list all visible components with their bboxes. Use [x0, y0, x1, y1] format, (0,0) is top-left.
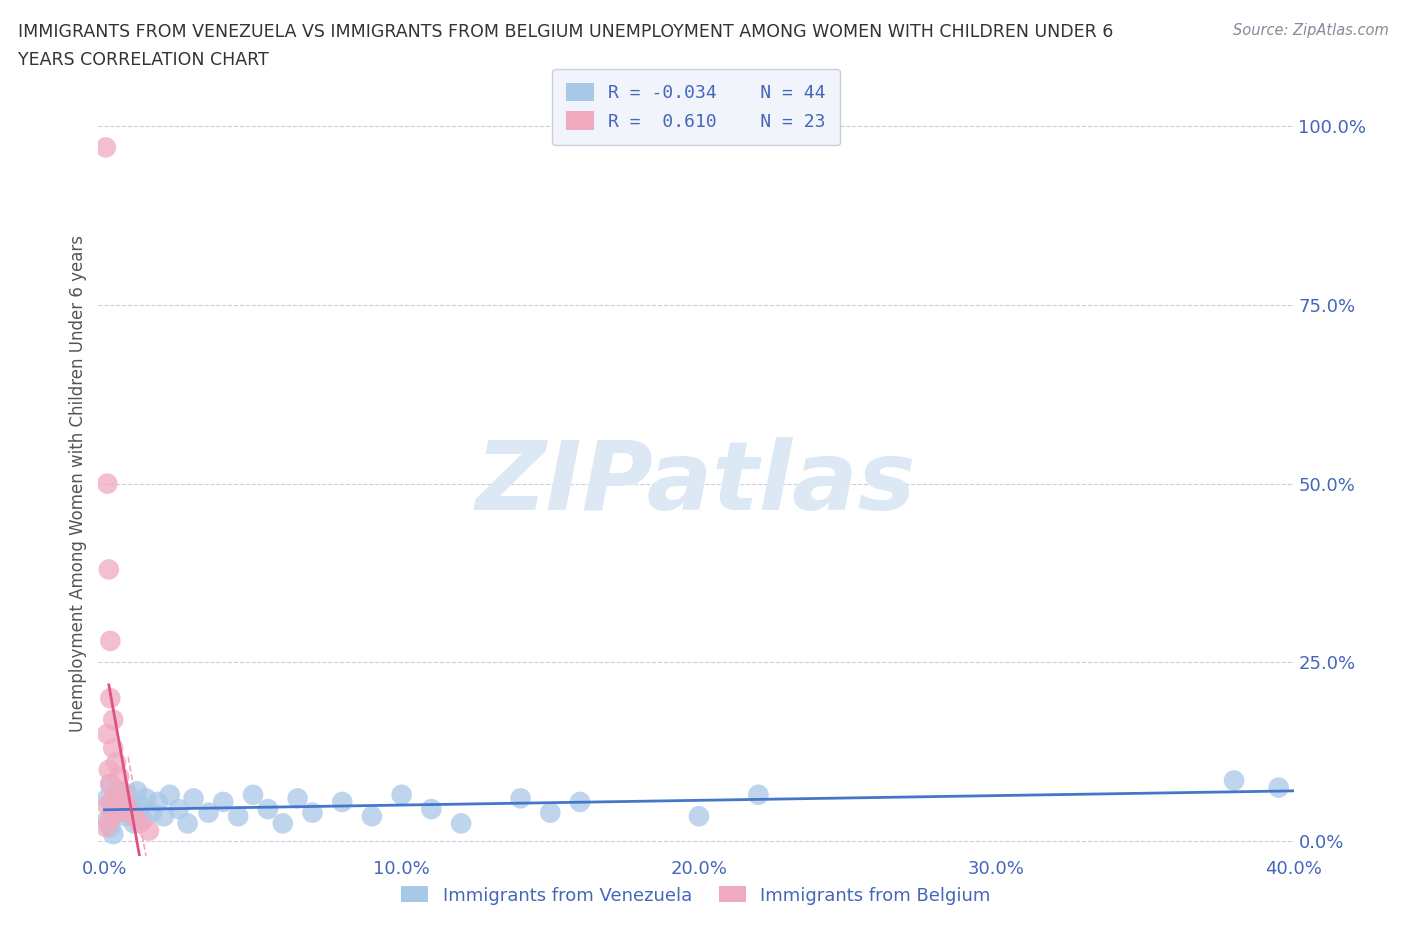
Point — [94, 140, 117, 154]
Point — [98, 819, 121, 834]
Point — [103, 827, 125, 842]
Point — [1267, 780, 1289, 795]
Point — [747, 788, 769, 803]
Point — [301, 805, 323, 820]
Point — [108, 784, 131, 799]
Point — [98, 633, 121, 648]
Point — [122, 809, 145, 824]
Text: ZIPatlas: ZIPatlas — [475, 437, 917, 530]
Point — [1223, 773, 1246, 788]
Point — [159, 788, 181, 803]
Point — [226, 809, 249, 824]
Point — [103, 798, 125, 813]
Point — [98, 813, 121, 828]
Point — [569, 794, 592, 809]
Point — [132, 813, 155, 828]
Point — [105, 805, 128, 820]
Point — [391, 788, 413, 803]
Point — [122, 816, 145, 830]
Point — [114, 809, 136, 824]
Point — [108, 769, 131, 784]
Point — [242, 788, 264, 803]
Point — [96, 798, 118, 813]
Point — [167, 802, 190, 817]
Point — [114, 794, 136, 809]
Point — [361, 809, 384, 824]
Point — [176, 816, 198, 830]
Point — [330, 794, 353, 809]
Point — [103, 741, 125, 756]
Y-axis label: Unemployment Among Women with Children Under 6 years: Unemployment Among Women with Children U… — [69, 235, 87, 732]
Point — [111, 794, 134, 809]
Point — [105, 755, 128, 770]
Point — [98, 777, 121, 791]
Point — [98, 777, 121, 791]
Point — [97, 562, 120, 577]
Point — [197, 805, 219, 820]
Point — [287, 790, 309, 805]
Point — [103, 712, 125, 727]
Point — [120, 802, 142, 817]
Point — [103, 790, 125, 805]
Legend: Immigrants from Venezuela, Immigrants from Belgium: Immigrants from Venezuela, Immigrants fr… — [392, 877, 1000, 913]
Point — [141, 805, 163, 820]
Point — [96, 476, 118, 491]
Point — [96, 813, 118, 828]
Point — [212, 794, 235, 809]
Point — [96, 790, 118, 805]
Point — [183, 790, 205, 805]
Point — [96, 726, 118, 741]
Point — [98, 691, 121, 706]
Point — [129, 816, 152, 830]
Point — [108, 805, 131, 820]
Point — [153, 809, 176, 824]
Point — [450, 816, 472, 830]
Point — [125, 784, 148, 799]
Point — [138, 823, 160, 838]
Point — [420, 802, 443, 817]
Point — [97, 763, 120, 777]
Point — [146, 794, 169, 809]
Text: IMMIGRANTS FROM VENEZUELA VS IMMIGRANTS FROM BELGIUM UNEMPLOYMENT AMONG WOMEN WI: IMMIGRANTS FROM VENEZUELA VS IMMIGRANTS … — [18, 23, 1114, 41]
Point — [257, 802, 280, 817]
Point — [135, 790, 157, 805]
Point — [117, 788, 139, 803]
Point — [538, 805, 561, 820]
Point — [688, 809, 710, 824]
Point — [129, 798, 152, 813]
Point — [94, 819, 117, 834]
Text: Source: ZipAtlas.com: Source: ZipAtlas.com — [1233, 23, 1389, 38]
Point — [117, 802, 139, 817]
Point — [509, 790, 531, 805]
Point — [271, 816, 294, 830]
Point — [111, 784, 134, 799]
Text: YEARS CORRELATION CHART: YEARS CORRELATION CHART — [18, 51, 269, 69]
